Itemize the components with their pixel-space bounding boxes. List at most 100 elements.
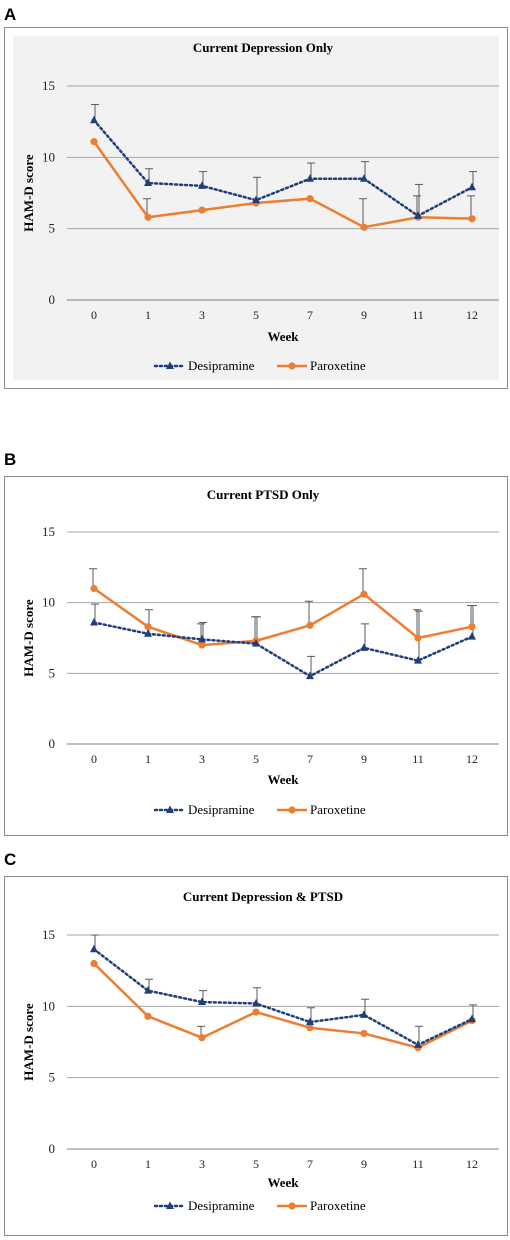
x-tick-label: 11 <box>412 308 424 322</box>
data-point-desipramine <box>144 629 152 637</box>
x-tick-label: 1 <box>145 308 151 322</box>
y-axis-label: HAM-D score <box>21 1003 36 1081</box>
data-point-paroxetine <box>306 621 314 629</box>
chart-title: Current PTSD Only <box>207 487 320 502</box>
data-point-desipramine <box>360 1010 368 1018</box>
x-tick-label: 1 <box>145 752 151 766</box>
legend-label: Paroxetine <box>310 802 366 817</box>
chart-title: Current Depression & PTSD <box>183 889 343 904</box>
series-line-paroxetine <box>92 140 473 229</box>
data-point-paroxetine <box>468 215 476 223</box>
data-point-desipramine <box>468 632 476 640</box>
y-tick-label: 15 <box>42 927 55 942</box>
panel-a-letter: A <box>4 5 17 24</box>
series-line-desipramine <box>92 948 474 1047</box>
data-point-desipramine <box>468 1014 476 1023</box>
data-point-desipramine <box>468 182 476 191</box>
data-point-desipramine <box>90 617 98 626</box>
data-point-paroxetine <box>144 1012 152 1020</box>
y-tick-label: 10 <box>42 149 55 164</box>
data-point-paroxetine <box>198 1034 206 1042</box>
data-point-paroxetine <box>144 213 152 221</box>
data-point-paroxetine <box>144 623 152 631</box>
x-tick-label: 5 <box>253 1157 259 1171</box>
y-tick-label: 15 <box>42 524 55 539</box>
data-point-paroxetine <box>468 623 476 631</box>
data-point-paroxetine <box>306 1024 314 1032</box>
legend-swatch-marker <box>288 362 296 370</box>
y-tick-label: 10 <box>42 595 55 610</box>
x-axis-label: Week <box>267 1175 299 1190</box>
data-point-paroxetine <box>360 1029 368 1038</box>
data-point-desipramine <box>414 211 422 219</box>
x-tick-label: 11 <box>412 752 424 766</box>
data-point-desipramine <box>306 174 314 182</box>
x-tick-label: 7 <box>307 308 313 322</box>
legend-label: Paroxetine <box>310 1198 366 1213</box>
data-point-paroxetine <box>306 195 314 203</box>
x-tick-label: 7 <box>307 752 313 766</box>
data-point-paroxetine <box>198 641 206 649</box>
chart-title: Current Depression Only <box>193 40 334 55</box>
data-point-paroxetine <box>198 206 206 214</box>
y-tick-label: 5 <box>49 665 56 680</box>
x-tick-label: 0 <box>91 1157 97 1171</box>
legend-label: Desipramine <box>188 358 255 373</box>
x-tick-label: 9 <box>361 752 367 766</box>
data-point-paroxetine <box>360 223 368 231</box>
x-axis-label: Week <box>267 329 299 344</box>
data-point-desipramine <box>198 634 206 643</box>
legend-label: Desipramine <box>188 802 255 817</box>
data-point-desipramine <box>414 1040 422 1048</box>
y-tick-label: 5 <box>49 221 56 236</box>
x-tick-label: 5 <box>253 752 259 766</box>
y-tick-label: 15 <box>42 78 55 93</box>
y-tick-label: 0 <box>49 292 56 307</box>
series-line-paroxetine <box>93 587 473 647</box>
data-point-desipramine <box>414 656 422 664</box>
panel-c-letter: C <box>4 850 17 869</box>
x-tick-label: 11 <box>412 1157 424 1171</box>
chart-background <box>13 36 499 380</box>
y-tick-label: 0 <box>49 1141 56 1156</box>
panel-a-chart: Current Depression Only 0 5 10 15 0 1 3 5 7 9 11 12 W… <box>4 27 508 389</box>
series-line-paroxetine <box>93 962 473 1050</box>
series-line-desipramine <box>92 621 474 678</box>
data-point-desipramine <box>252 195 260 204</box>
x-tick-label: 3 <box>199 308 205 322</box>
data-point-desipramine <box>90 115 98 124</box>
legend-swatch-marker <box>166 805 174 813</box>
x-tick-label: 12 <box>466 308 478 322</box>
x-tick-label: 3 <box>199 752 205 766</box>
data-point-desipramine <box>90 944 98 953</box>
data-point-paroxetine <box>90 138 98 146</box>
panel-b-chart: Current PTSD Only 0 5 10 15 0 1 3 5 7 9 11 12 Week HAM… <box>4 476 508 836</box>
panel-a-svg: Current Depression Only 0 5 10 15 0 1 3 5 7 9 11 12 W… <box>13 36 499 380</box>
data-point-paroxetine <box>90 959 98 968</box>
data-point-desipramine <box>252 998 260 1007</box>
y-tick-label: 10 <box>42 998 55 1013</box>
series-line-desipramine <box>92 118 474 218</box>
legend-label: Paroxetine <box>310 358 366 373</box>
y-axis-label: HAM-D score <box>21 154 36 232</box>
data-point-desipramine <box>198 997 206 1006</box>
legend-swatch-marker <box>288 806 296 814</box>
legend-swatch-marker <box>166 361 174 369</box>
legend-swatch-marker <box>288 1202 296 1210</box>
x-tick-label: 0 <box>91 308 97 322</box>
x-tick-label: 9 <box>361 308 367 322</box>
data-point-paroxetine <box>414 634 422 642</box>
data-point-desipramine <box>252 639 260 647</box>
x-tick-label: 12 <box>466 1157 478 1171</box>
x-tick-label: 1 <box>145 1157 151 1171</box>
data-point-paroxetine <box>252 1008 260 1016</box>
data-point-paroxetine <box>90 584 98 593</box>
y-tick-label: 0 <box>49 736 56 751</box>
panel-b-svg: Current PTSD Only 0 5 10 15 0 1 3 5 7 9 11 12 Week HAM… <box>21 487 499 817</box>
x-tick-label: 0 <box>91 752 97 766</box>
data-point-desipramine <box>360 174 368 182</box>
x-tick-label: 5 <box>253 308 259 322</box>
x-tick-label: 9 <box>361 1157 367 1171</box>
data-point-desipramine <box>360 643 368 651</box>
data-point-desipramine <box>144 178 152 187</box>
